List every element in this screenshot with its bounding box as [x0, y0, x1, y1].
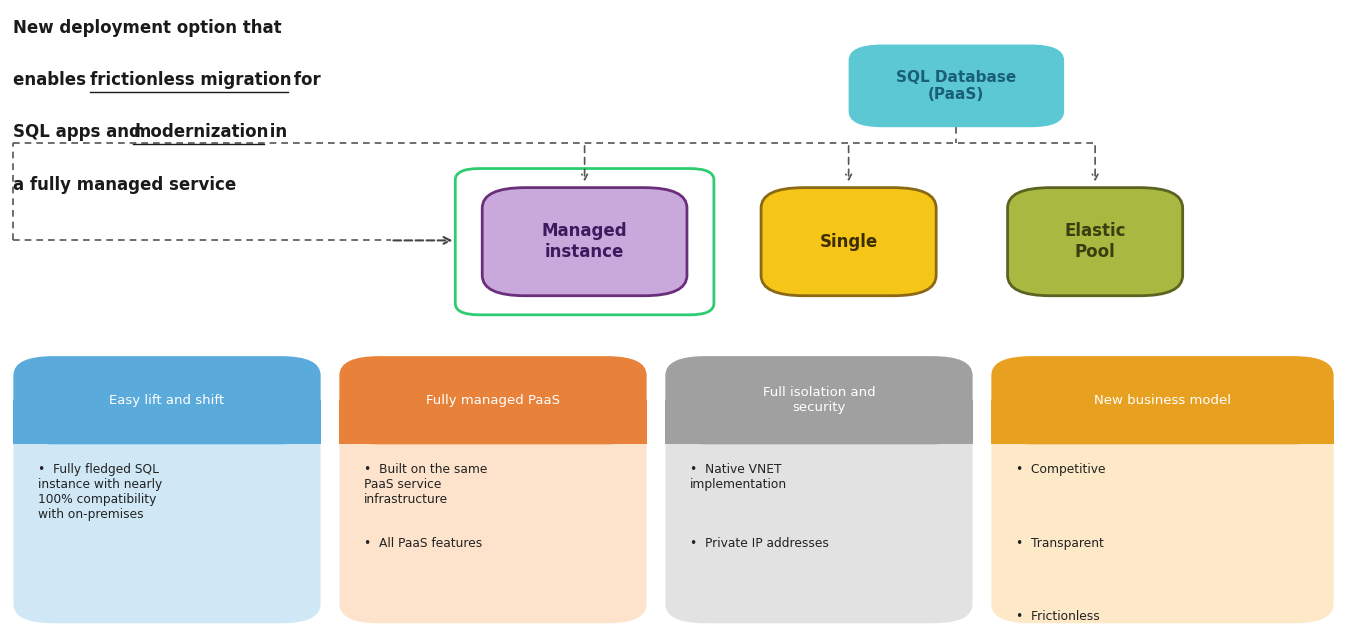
Text: in: in: [264, 123, 287, 141]
Text: New deployment option that: New deployment option that: [13, 19, 282, 37]
Text: Elastic
Pool: Elastic Pool: [1064, 222, 1126, 261]
Bar: [991, 400, 1334, 445]
FancyBboxPatch shape: [665, 356, 973, 623]
FancyBboxPatch shape: [849, 45, 1064, 127]
Text: •  Native VNET
implementation: • Native VNET implementation: [690, 464, 787, 492]
Text: Managed
instance: Managed instance: [541, 222, 628, 261]
Bar: [665, 400, 973, 445]
Text: a fully managed service: a fully managed service: [13, 176, 237, 193]
FancyBboxPatch shape: [991, 356, 1334, 445]
Text: enables: enables: [13, 71, 92, 89]
Text: •  Fully fledged SQL
instance with nearly
100% compatibility
with on-premises: • Fully fledged SQL instance with nearly…: [38, 464, 162, 522]
Text: New business model: New business model: [1094, 394, 1231, 407]
Text: modernization: modernization: [133, 123, 269, 141]
Text: •  Competitive: • Competitive: [1016, 464, 1105, 476]
Text: •  Transparent: • Transparent: [1016, 537, 1103, 550]
FancyBboxPatch shape: [665, 356, 973, 445]
FancyBboxPatch shape: [339, 356, 647, 623]
Text: Full isolation and
security: Full isolation and security: [762, 386, 876, 414]
Text: •  All PaaS features: • All PaaS features: [364, 537, 482, 550]
Text: SQL apps and: SQL apps and: [13, 123, 147, 141]
Text: •  Private IP addresses: • Private IP addresses: [690, 537, 828, 550]
Text: •  Frictionless: • Frictionless: [1016, 610, 1099, 623]
Bar: [339, 400, 647, 445]
FancyBboxPatch shape: [13, 356, 321, 623]
Text: Single: Single: [819, 233, 878, 251]
FancyBboxPatch shape: [13, 356, 321, 445]
FancyBboxPatch shape: [482, 188, 687, 296]
FancyBboxPatch shape: [991, 356, 1334, 623]
Text: frictionless migration: frictionless migration: [90, 71, 292, 89]
Bar: [13, 400, 321, 445]
Text: Fully managed PaaS: Fully managed PaaS: [426, 394, 560, 407]
Text: SQL Database
(PaaS): SQL Database (PaaS): [896, 70, 1017, 102]
Text: •  Built on the same
PaaS service
infrastructure: • Built on the same PaaS service infrast…: [364, 464, 488, 506]
FancyBboxPatch shape: [339, 356, 647, 445]
FancyBboxPatch shape: [1008, 188, 1183, 296]
FancyBboxPatch shape: [761, 188, 936, 296]
Text: for: for: [288, 71, 321, 89]
Text: Easy lift and shift: Easy lift and shift: [109, 394, 225, 407]
